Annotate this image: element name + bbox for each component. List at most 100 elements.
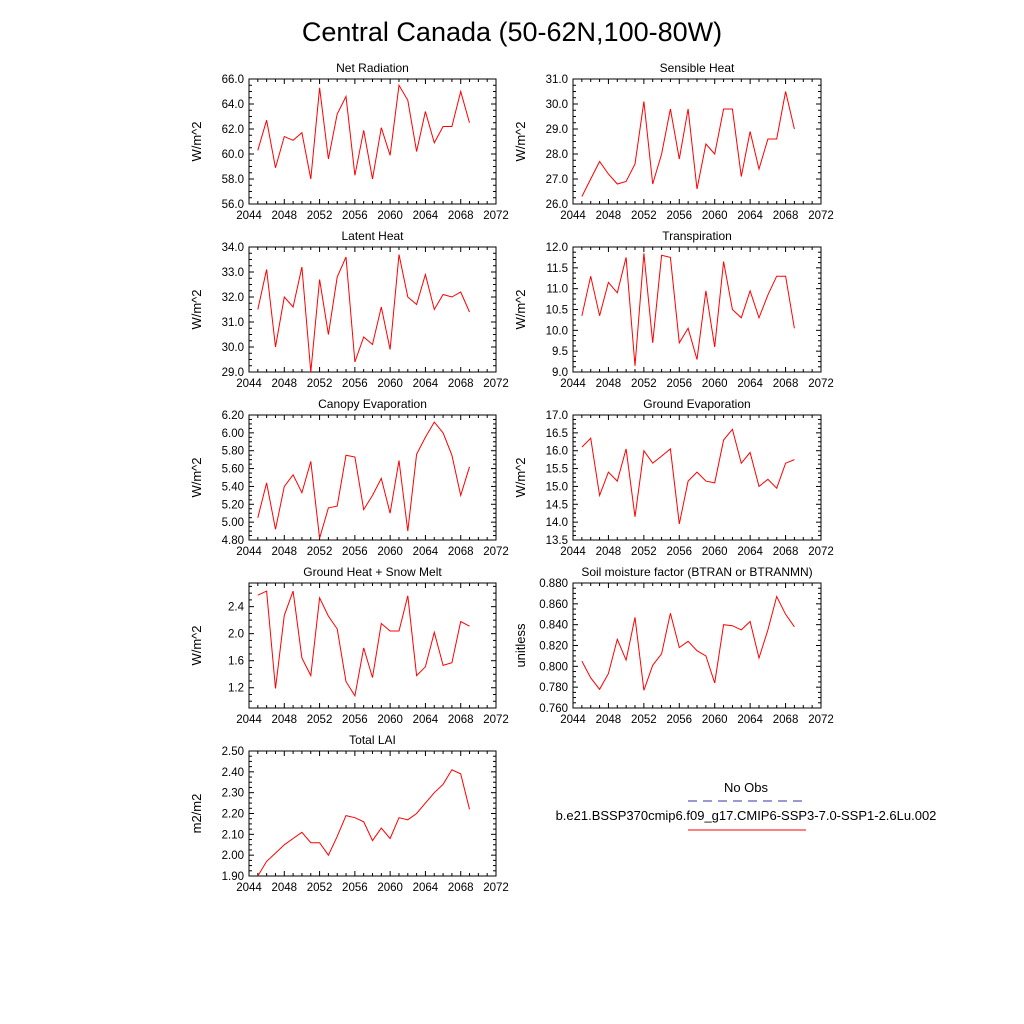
x-tick-label: 2056 [666,210,692,222]
x-tick-label: 2048 [596,210,622,222]
x-tick-label: 2048 [271,714,297,726]
x-tick-label: 2056 [342,546,368,558]
panel-title: Net Radiation [336,61,409,75]
y-tick-label: 31.0 [546,74,568,86]
x-tick-label: 2056 [342,714,368,726]
panel-title: Ground Heat + Snow Melt [303,565,442,579]
x-tick-label: 2048 [596,714,622,726]
x-tick-label: 2056 [666,378,692,390]
x-tick-label: 2068 [448,210,474,222]
y-tick-label: 1.90 [222,871,244,883]
y-tick-label: 0.760 [539,703,568,715]
y-tick-label: 15.5 [546,464,568,476]
y-tick-label: 15.0 [546,481,568,493]
x-tick-label: 2060 [702,210,728,222]
x-tick-label: 2044 [560,378,586,390]
y-tick-label: 0.860 [539,599,568,611]
series-line [581,428,795,525]
x-tick-label: 2068 [773,714,799,726]
y-tick-label: 2.20 [222,809,244,821]
y-tick-label: 34.0 [222,242,244,254]
x-tick-label: 2060 [702,378,728,390]
y-tick-label: 5.40 [222,481,244,493]
panel-title: Ground Evaporation [643,397,750,411]
x-tick-label: 2064 [413,378,439,390]
y-axis-label: W/m^2 [189,121,204,161]
y-tick-label: 27.0 [546,174,568,186]
x-tick-label: 2044 [236,210,262,222]
series-line [581,595,795,691]
y-tick-label: 11.0 [546,284,568,296]
plot-frame [572,582,822,709]
x-tick-label: 2060 [377,546,403,558]
plot-frame [248,582,497,709]
y-tick-label: 2.40 [222,767,244,779]
y-tick-label: 0.780 [539,682,568,694]
y-tick-label: 17.0 [546,410,568,422]
y-tick-label: 14.0 [546,517,568,529]
y-axis-label: unitless [513,623,528,668]
y-tick-label: 32.0 [222,292,244,304]
x-tick-label: 2048 [596,378,622,390]
x-tick-label: 2064 [413,714,439,726]
x-tick-label: 2048 [271,378,297,390]
y-tick-label: 29.0 [546,124,568,136]
x-tick-label: 2068 [448,546,474,558]
panel-title: Canopy Evaporation [318,397,427,411]
y-tick-label: 2.4 [228,602,245,614]
x-tick-label: 2068 [773,378,799,390]
x-tick-label: 2048 [271,882,297,894]
y-tick-label: 2.00 [222,850,244,862]
x-tick-label: 2060 [377,210,403,222]
series-line [257,769,470,877]
panel-sensible-heat: Sensible Heat 2044 2048 2052 2056 2060 2064 206… [513,61,834,222]
x-tick-label: 2064 [737,714,763,726]
plot-frame [248,750,497,877]
y-tick-label: 13.5 [546,535,568,547]
y-tick-label: 16.5 [546,428,568,440]
y-tick-label: 9.5 [552,346,568,358]
y-tick-label: 26.0 [546,199,568,211]
x-tick-label: 2060 [377,714,403,726]
legend-label-model-run: b.e21.BSSP370cmip6.f09_g17.CMIP6-SSP3-7.… [556,808,937,823]
y-tick-label: 56.0 [222,199,244,211]
panel-title: Sensible Heat [660,61,735,75]
panel-ground-evaporation: Ground Evaporation 2044 2048 2052 2056 2060 20… [513,397,834,558]
panel-total-lai: Total LAI 2044 2048 2052 2056 2060 2064 2068 207… [189,733,509,894]
x-tick-label: 2044 [236,378,262,390]
y-tick-label: 1.2 [228,683,244,695]
y-tick-label: 0.880 [539,578,568,590]
y-tick-label: 4.80 [222,535,244,547]
y-tick-label: 2.50 [222,746,244,758]
x-tick-label: 2052 [631,378,657,390]
panel-transpiration: Transpiration 2044 2048 2052 2056 2060 2064 206… [513,229,834,390]
x-tick-label: 2068 [448,378,474,390]
y-axis-label: W/m^2 [513,289,528,329]
y-tick-label: 11.5 [546,263,568,275]
y-tick-label: 10.5 [546,305,568,317]
x-tick-label: 2072 [808,714,834,726]
x-tick-label: 2044 [560,714,586,726]
series-line [257,421,470,539]
x-tick-label: 2056 [342,378,368,390]
x-tick-label: 2064 [737,546,763,558]
x-tick-label: 2056 [342,882,368,894]
x-tick-label: 2072 [808,378,834,390]
legend: No Obs b.e21.BSSP370cmip6.f09_g17.CMIP6-… [556,780,937,831]
x-tick-label: 2048 [271,546,297,558]
y-tick-label: 58.0 [222,174,244,186]
x-tick-label: 2052 [307,714,333,726]
plot-frame [248,246,497,373]
panel-latent-heat: Latent Heat 2044 2048 2052 2056 2060 2064 2068 2… [189,229,509,390]
x-tick-label: 2068 [448,714,474,726]
x-tick-label: 2068 [773,210,799,222]
x-tick-label: 2056 [666,714,692,726]
y-tick-label: 5.80 [222,446,244,458]
y-tick-label: 2.30 [222,788,244,800]
x-tick-label: 2060 [377,882,403,894]
x-tick-label: 2068 [448,882,474,894]
series-line [581,253,795,366]
y-axis-label: W/m^2 [513,457,528,497]
x-tick-label: 2044 [560,210,586,222]
